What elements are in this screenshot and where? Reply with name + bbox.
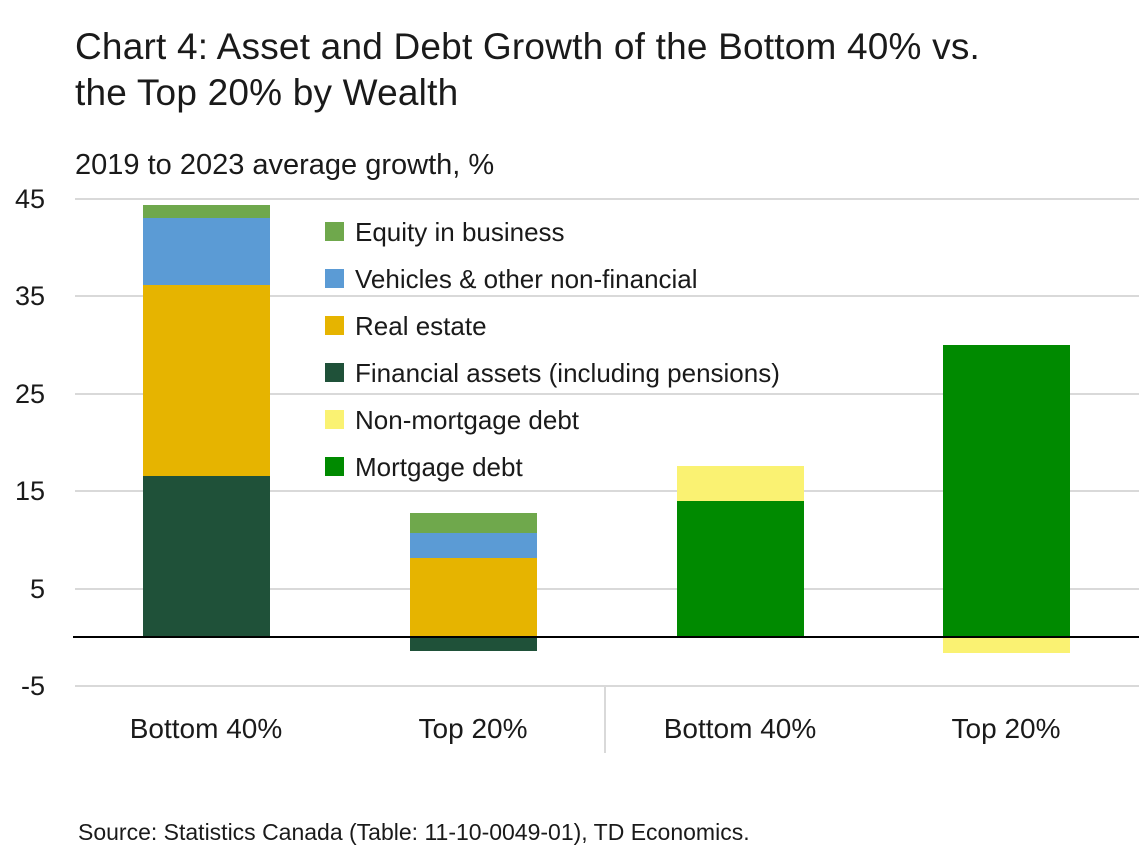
legend-swatch-vehicles-other-non-financial [325,269,344,288]
y-axis-tick--5: -5 [20,671,45,701]
y-axis-tick-35: 35 [14,281,45,312]
legend-label-mortgage-debt: Mortgage debt [355,451,523,482]
x-axis-label-bottom-40-0: Bottom 40% [129,713,283,744]
chart-title-line-1: Chart 4: Asset and Debt Growth of the Bo… [75,26,981,67]
chart-subtitle: 2019 to 2023 average growth, % [75,149,495,181]
gridline-y-15 [75,490,1139,493]
chart-title: Chart 4: Asset and Debt Growth of the Bo… [75,24,980,116]
gridline-y-5 [75,587,1139,590]
legend-label-real-estate: Real estate [355,310,487,341]
bar-segment-top-20-1-real-estate [409,558,537,638]
bar-segment-top-20-1-vehicles-other-non-financial [409,533,537,559]
bar-segment-bottom-40-0-vehicles-other-non-financial [142,217,270,285]
y-axis-tick-15: 15 [14,476,45,507]
y-axis-tick-45: 45 [14,184,45,214]
x-axis-label-top-20-1: Top 20% [418,713,528,744]
gridline-y--5 [75,685,1139,687]
bar-segment-top-20-3-mortgage-debt [942,345,1070,638]
legend-item-vehicles-other-non-financial: Vehicles & other non-financial [325,255,780,302]
legend-label-non-mortgage-debt: Non-mortgage debt [355,404,580,435]
gridline-y-35 [75,295,1139,298]
legend-label-equity-in-business: Equity in business [355,216,565,247]
bar-segment-top-20-3-non-mortgage-debt [942,637,1070,653]
legend-swatch-real-estate [325,316,344,335]
y-axis-tick-25: 25 [14,378,45,409]
legend-swatch-equity-in-business [325,222,344,241]
legend-swatch-financial-assets-including-pensions [325,363,344,382]
legend-item-financial-assets-including-pensions: Financial assets (including pensions) [325,349,780,396]
gridline-y-45 [75,198,1139,200]
legend-swatch-mortgage-debt [325,457,344,476]
bar-segment-bottom-40-2-non-mortgage-debt [676,465,804,501]
legend-item-equity-in-business: Equity in business [325,208,780,255]
bar-segment-bottom-40-0-equity-in-business [142,204,270,218]
y-axis-tick-5: 5 [29,573,45,604]
source-note: Source: Statistics Canada (Table: 11-10-… [78,819,750,845]
x-axis-label-bottom-40-2: Bottom 40% [663,713,817,744]
zero-axis-line [73,636,1139,639]
legend-label-financial-assets-including-pensions: Financial assets (including pensions) [355,357,780,388]
legend-swatch-non-mortgage-debt [325,410,344,429]
legend-label-vehicles-other-non-financial: Vehicles & other non-financial [355,263,698,294]
bar-segment-bottom-40-0-financial-assets-including-pensions [142,475,270,638]
chart-legend: Equity in business Vehicles & other non-f… [325,208,780,490]
legend-item-real-estate: Real estate [325,302,780,349]
legend-item-non-mortgage-debt: Non-mortgage debt [325,396,780,443]
bar-segment-top-20-1-financial-assets-including-pensions [409,637,537,651]
chart-title-line-2: the Top 20% by Wealth [75,72,459,113]
x-axis-label-top-20-3: Top 20% [951,713,1061,744]
bar-segment-top-20-1-equity-in-business [409,512,537,534]
legend-item-mortgage-debt: Mortgage debt [325,443,780,490]
category-group-divider [604,687,606,753]
gridline-y-25 [75,392,1139,395]
bar-segment-bottom-40-0-real-estate [142,284,270,476]
bar-segment-bottom-40-2-mortgage-debt [676,500,804,638]
